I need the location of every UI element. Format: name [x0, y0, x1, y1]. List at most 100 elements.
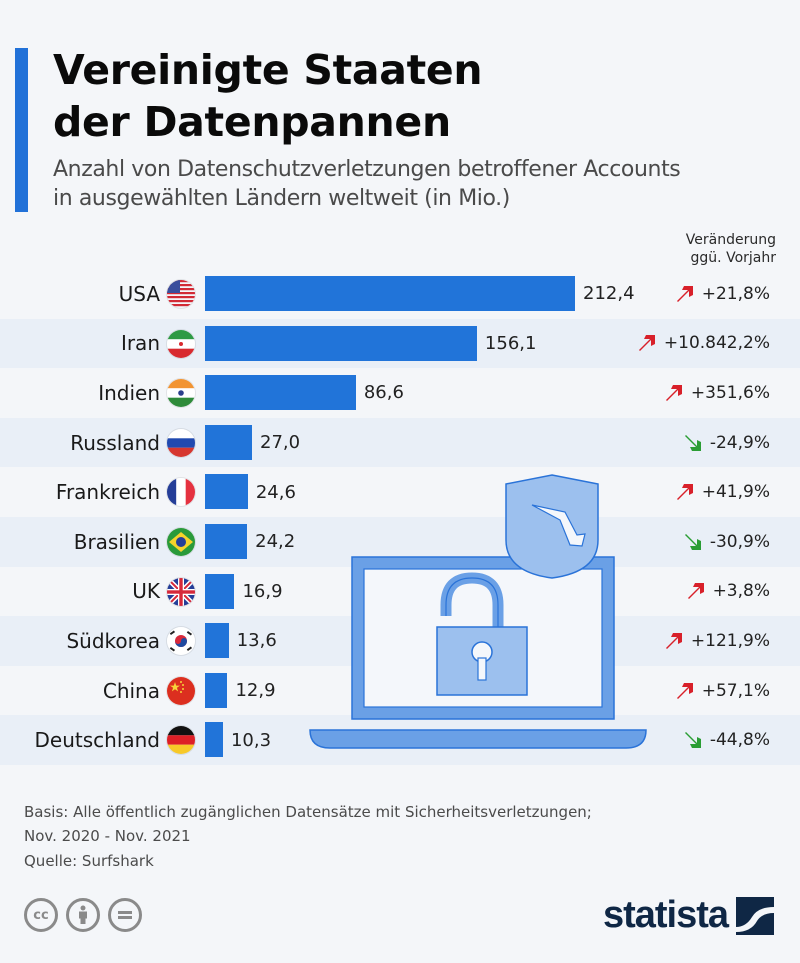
arrow-down-right-icon: [684, 434, 701, 451]
cc-icon[interactable]: cc: [24, 898, 58, 932]
footnote: Basis: Alle öffentlich zugänglichen Date…: [24, 800, 592, 848]
value-label: 13,6: [236, 630, 277, 652]
arrow-down-right-icon: [684, 732, 701, 749]
value-label: 24,6: [255, 481, 296, 503]
bar: [205, 722, 223, 758]
bar: [205, 672, 228, 708]
bar: [205, 276, 575, 311]
title-accent-bar: [15, 48, 28, 212]
bar-row: Südkorea 13,6 +121,9%: [0, 616, 800, 666]
category-label: UK: [132, 579, 160, 604]
value-label: 24,2: [255, 531, 296, 553]
value-label: 86,6: [363, 382, 404, 404]
iran-flag-icon: [167, 329, 195, 358]
value-label: 16,9: [242, 580, 283, 602]
bar: [205, 573, 235, 609]
uk-flag-icon: [167, 577, 195, 606]
arrow-up-right-icon: [687, 583, 704, 600]
value-label: 156,1: [484, 332, 537, 354]
change-indicator: +3,8%: [686, 567, 770, 617]
bar: [205, 325, 477, 361]
chart-rows: USA 212,4 +21,8% Iran 156,1 +10.842,2% Indien 8…: [0, 269, 800, 765]
bar-row: Russland 27,0 -24,9%: [0, 417, 800, 468]
no-derivatives-icon[interactable]: [108, 898, 142, 932]
arrow-up-right-icon: [665, 632, 682, 649]
bar-row: USA 212,4 +21,8%: [0, 269, 800, 319]
category-label: China: [102, 678, 160, 703]
germany-flag-icon: [167, 726, 195, 755]
source-note: Quelle: Surfshark: [24, 852, 154, 870]
arrow-down-right-icon: [684, 533, 701, 550]
footnote-line-1: Basis: Alle öffentlich zugänglichen Date…: [24, 803, 592, 821]
change-indicator: +21,8%: [675, 269, 770, 319]
title-line-2: der Datenpannen: [53, 98, 451, 146]
change-value: -44,8%: [709, 730, 770, 751]
subtitle-line-2: in ausgewählten Ländern weltweit (in Mio…: [53, 186, 510, 211]
value-label: 12,9: [235, 680, 276, 702]
change-value: +21,8%: [701, 283, 770, 304]
change-value: +57,1%: [701, 680, 770, 701]
arrow-up-right-icon: [638, 335, 655, 352]
south-korea-flag-icon: [167, 627, 195, 656]
bar-row: UK 16,9 +3,8%: [0, 567, 800, 617]
change-column-header: Veränderung ggü. Vorjahr: [686, 231, 776, 267]
bar-row: Frankreich 24,6 +41,9%: [0, 467, 800, 517]
arrow-up-right-icon: [676, 682, 693, 699]
change-value: -24,9%: [709, 432, 770, 453]
arrow-up-right-icon: [676, 285, 693, 302]
us-flag-icon: [167, 280, 195, 308]
license-icons: cc: [24, 898, 142, 932]
brazil-flag-icon: [167, 527, 195, 556]
arrow-up-right-icon: [665, 384, 682, 401]
bar: [205, 523, 248, 559]
india-flag-icon: [167, 379, 195, 408]
arrow-up-right-icon: [676, 484, 693, 501]
by-attribution-icon[interactable]: [66, 898, 100, 932]
value-label: 212,4: [583, 283, 635, 305]
change-value: +3,8%: [712, 581, 770, 602]
change-header-line-2: ggü. Vorjahr: [690, 250, 776, 266]
bar-row: Deutschland 10,3 -44,8%: [0, 715, 800, 765]
bar-row: Iran 156,1 +10.842,2%: [0, 318, 800, 369]
bar: [205, 375, 356, 411]
change-indicator: -24,9%: [683, 418, 770, 468]
change-header-line-1: Veränderung: [685, 232, 776, 248]
category-label: USA: [118, 281, 160, 306]
china-flag-icon: [167, 676, 195, 705]
france-flag-icon: [167, 478, 195, 507]
value-label: 10,3: [230, 729, 272, 751]
bar-row: Indien 86,6 +351,6%: [0, 368, 800, 418]
change-indicator: +10.842,2%: [637, 319, 770, 369]
change-indicator: +41,9%: [675, 467, 770, 517]
change-value: -30,9%: [709, 531, 770, 552]
category-label: Brasilien: [73, 529, 160, 554]
title-line-1: Vereinigte Staaten: [53, 46, 483, 94]
category-label: Indien: [98, 380, 160, 405]
change-indicator: -30,9%: [683, 517, 770, 567]
change-value: +351,6%: [690, 382, 770, 403]
value-label: 27,0: [260, 432, 301, 454]
category-label: Frankreich: [55, 480, 160, 505]
bar: [205, 424, 253, 460]
bar-row: China 12,9 +57,1%: [0, 666, 800, 716]
change-indicator: +351,6%: [664, 368, 770, 418]
category-label: Deutschland: [34, 728, 161, 753]
statista-logo-text: statista: [602, 894, 729, 936]
chart-subtitle: Anzahl von Datenschutzverletzungen betro…: [53, 155, 681, 213]
category-label: Iran: [120, 331, 160, 356]
change-indicator: +121,9%: [664, 616, 770, 666]
statista-logo-mark-icon: [736, 896, 774, 935]
change-indicator: -44,8%: [683, 715, 770, 765]
bar: [205, 623, 229, 659]
bar: [205, 474, 248, 510]
statista-logo[interactable]: statista: [603, 894, 774, 937]
change-indicator: +57,1%: [675, 666, 770, 716]
chart-title: Vereinigte Staaten der Datenpannen: [53, 44, 483, 148]
subtitle-line-1: Anzahl von Datenschutzverletzungen betro…: [53, 157, 681, 182]
bar-row: Brasilien 24,2 -30,9%: [0, 516, 800, 567]
russia-flag-icon: [167, 428, 195, 457]
change-value: +121,9%: [690, 630, 770, 651]
category-label: Südkorea: [66, 628, 160, 653]
category-label: Russland: [70, 430, 160, 455]
footnote-line-2: Nov. 2020 - Nov. 2021: [24, 827, 191, 845]
